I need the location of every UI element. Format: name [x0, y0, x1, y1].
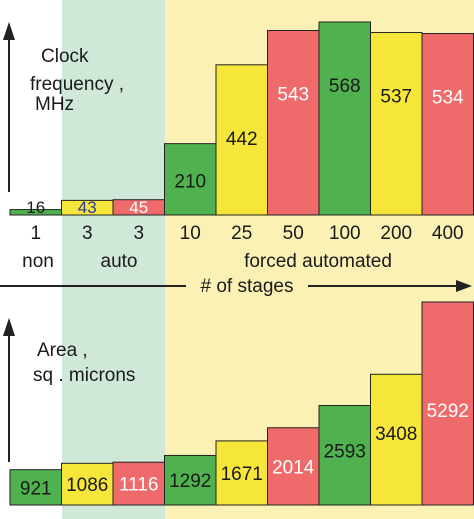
top-bar-7 [370, 32, 423, 216]
bottom-bars: 921 1086 1116 1292 1671 2014 2593 3408 5292 [9, 301, 474, 506]
bottom-chart-title-line-2: sq . microns [33, 365, 135, 386]
bottom-bar-1 [61, 462, 114, 506]
top-value-label-8: 534 [432, 88, 464, 109]
top-bar-8 [421, 33, 474, 216]
bottom-value-label-1: 1086 [66, 475, 108, 496]
x-tick-label-2: 3 [133, 223, 144, 244]
top-value-label-7: 537 [380, 87, 412, 108]
bottom-bar-6 [318, 405, 371, 506]
x-tick-label-7: 200 [380, 223, 412, 244]
bottom-value-label-4: 1671 [221, 464, 263, 485]
bottom-value-label-5: 2014 [272, 457, 315, 478]
bottom-value-label-3: 1292 [169, 471, 211, 492]
top-value-label-6: 568 [329, 76, 361, 97]
x-tick-label-5: 50 [283, 223, 304, 244]
bottom-y-axis-arrowhead [3, 318, 15, 336]
x-tick-labels: 1 3 3 10 25 50 100 200 400 [30, 223, 463, 244]
top-bars: 16 43 45 210 442 543 568 537 534 [9, 21, 474, 217]
bottom-value-label-2: 1116 [119, 475, 158, 496]
top-chart-title-line-3: MHz [35, 94, 74, 115]
top-chart-title-line-1: Clock [41, 46, 89, 67]
bottom-value-label-8: 5292 [427, 401, 469, 422]
top-value-label-5: 543 [277, 84, 309, 105]
bottom-chart-title-line-1: Area , [37, 340, 88, 361]
auto-band [62, 0, 165, 519]
x-axis-arrowhead [456, 280, 472, 292]
bottom-value-label-0: 921 [20, 478, 52, 499]
x-tick-label-0: 1 [30, 223, 41, 244]
bottom-value-label-6: 2593 [324, 441, 366, 462]
bottom-bar-7 [370, 373, 423, 506]
x-tick-label-8: 400 [432, 223, 464, 244]
top-value-label-1: 43 [78, 198, 97, 217]
top-bar-5 [267, 29, 320, 216]
bottom-bar-5 [267, 427, 320, 506]
bottom-bar-2 [112, 461, 165, 506]
x-axis-title: # of stages [201, 276, 294, 297]
top-value-label-3: 210 [174, 171, 206, 192]
x-tick-label-3: 10 [180, 223, 201, 244]
group-label-auto: auto [101, 251, 138, 272]
top-value-label-2: 45 [129, 198, 148, 217]
top-value-label-4: 442 [226, 129, 258, 150]
top-bar-6 [318, 21, 371, 216]
top-value-label-0: 16 [26, 198, 45, 217]
x-tick-label-1: 3 [82, 223, 93, 244]
bottom-value-label-7: 3408 [375, 424, 417, 445]
x-tick-label-4: 25 [231, 223, 252, 244]
bottom-bar-8 [421, 301, 474, 506]
top-y-axis-arrowhead [3, 22, 15, 40]
x-tick-label-6: 100 [329, 223, 361, 244]
top-chart-title-line-2: frequency , [30, 74, 124, 95]
top-bar-4 [215, 64, 268, 216]
bottom-bar-3 [164, 454, 217, 506]
bottom-bar-0 [9, 469, 62, 506]
group-label-non: non [22, 251, 54, 272]
group-label-forced: forced automated [244, 251, 392, 272]
